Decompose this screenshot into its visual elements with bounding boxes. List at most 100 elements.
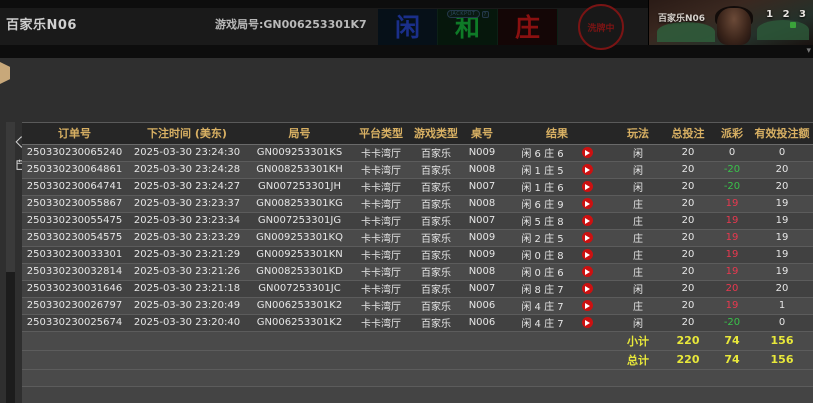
- cell-valid-bet: 20: [752, 280, 812, 298]
- table-row[interactable]: 250330230032814 2025-03-30 23:21:26 GN0082…: [22, 263, 813, 281]
- table-row[interactable]: 250330230065240 2025-03-30 23:24:30 GN0092…: [22, 144, 813, 162]
- cell-table-no: N008: [462, 263, 502, 281]
- records-table: 订单号 下注时间 (美东) 局号 平台类型 游戏类型 桌号 结果 玩法 总投注 …: [22, 123, 813, 387]
- play-replay-icon[interactable]: [581, 283, 593, 294]
- cell-result: 闲 0 庄 8: [502, 246, 612, 264]
- col-bet-time[interactable]: 下注时间 (美东): [127, 123, 247, 145]
- result-text: 闲 5 庄 8: [521, 217, 564, 228]
- sidebar-collapse-handle[interactable]: [0, 62, 10, 84]
- col-total-bet[interactable]: 总投注: [664, 123, 712, 145]
- shuffle-status-label: 洗牌中: [587, 23, 615, 34]
- cell-round-no: GN009253301KQ: [247, 229, 352, 247]
- cell-platform: 卡卡湾厅: [352, 229, 410, 247]
- cell-table-no: N006: [462, 314, 502, 332]
- game-round-label: 游戏局号:: [215, 18, 264, 31]
- summary-spacer: [247, 331, 352, 351]
- play-replay-icon[interactable]: [581, 300, 593, 311]
- cell-bet-time: 2025-03-30 23:21:26: [127, 263, 247, 281]
- result-text: 闲 1 庄 6: [521, 183, 564, 194]
- cell-total-bet: 20: [664, 246, 712, 264]
- play-replay-icon[interactable]: [581, 181, 593, 192]
- table-row[interactable]: 250330230055867 2025-03-30 23:23:37 GN0082…: [22, 195, 813, 213]
- cell-play: 闲: [612, 161, 664, 179]
- cell-payout: -20: [712, 161, 752, 179]
- table-row[interactable]: 250330230033301 2025-03-30 23:21:29 GN0092…: [22, 246, 813, 264]
- table-row[interactable]: 250330230026797 2025-03-30 23:20:49 GN0062…: [22, 297, 813, 315]
- play-replay-icon[interactable]: [581, 249, 593, 260]
- bet-zone-banker-label: 庄: [514, 12, 540, 42]
- result-text: 闲 6 庄 6: [521, 149, 564, 160]
- play-replay-icon[interactable]: [581, 232, 593, 243]
- table-row[interactable]: 250330230055475 2025-03-30 23:23:34 GN0072…: [22, 212, 813, 230]
- play-replay-icon[interactable]: [581, 215, 593, 226]
- col-order-no[interactable]: 订单号: [22, 123, 127, 145]
- video-dealer-figure: [717, 8, 751, 45]
- cell-play: 庄: [612, 246, 664, 264]
- col-result[interactable]: 结果: [502, 123, 612, 145]
- play-replay-icon[interactable]: [581, 147, 593, 158]
- table-row[interactable]: 250330230064741 2025-03-30 23:24:27 GN0072…: [22, 178, 813, 196]
- result-text: 闲 2 庄 5: [521, 234, 564, 245]
- col-table-no[interactable]: 桌号: [462, 123, 502, 145]
- cell-order-no: 250330230054575: [22, 229, 127, 247]
- jackpot-help-icon[interactable]: ?: [481, 10, 489, 18]
- summary-row: 小计 220 74 156: [22, 331, 813, 351]
- cell-play: 闲: [612, 178, 664, 196]
- bet-zone-player[interactable]: 闲: [378, 9, 438, 45]
- blank-cell: [410, 369, 462, 387]
- cell-total-bet: 20: [664, 314, 712, 332]
- bet-zone-player-label: 闲: [394, 12, 420, 42]
- summary-spacer: [410, 350, 462, 370]
- summary-spacer: [462, 331, 502, 351]
- result-text: 闲 0 庄 6: [521, 268, 564, 279]
- cell-table-no: N008: [462, 161, 502, 179]
- jackpot-label: JACKPOT: [446, 10, 480, 18]
- cell-platform: 卡卡湾厅: [352, 144, 410, 162]
- video-table-felt-secondary: [757, 20, 809, 40]
- col-play[interactable]: 玩法: [612, 123, 664, 145]
- table-row[interactable]: 250330230031646 2025-03-30 23:21:18 GN0072…: [22, 280, 813, 298]
- cell-bet-time: 2025-03-30 23:24:27: [127, 178, 247, 196]
- cell-total-bet: 20: [664, 212, 712, 230]
- cell-total-bet: 20: [664, 229, 712, 247]
- cell-valid-bet: 1: [752, 297, 812, 315]
- play-replay-icon[interactable]: [581, 164, 593, 175]
- bet-zone-tie[interactable]: JACKPOT ? 和: [438, 9, 498, 45]
- live-video-thumbnail[interactable]: 百家乐N06 1 2 3: [648, 0, 813, 45]
- cell-round-no: GN007253301JG: [247, 212, 352, 230]
- header-collapse-icon[interactable]: ▾: [806, 46, 811, 56]
- table-row[interactable]: 250330230064861 2025-03-30 23:24:28 GN0082…: [22, 161, 813, 179]
- play-replay-icon[interactable]: [581, 266, 593, 277]
- game-round-display: 游戏局号:GN006253301K7: [215, 16, 367, 32]
- play-replay-icon[interactable]: [581, 198, 593, 209]
- result-text: 闲 6 庄 9: [521, 200, 564, 211]
- cell-order-no: 250330230025674: [22, 314, 127, 332]
- col-game-type[interactable]: 游戏类型: [410, 123, 462, 145]
- cell-bet-time: 2025-03-30 23:24:28: [127, 161, 247, 179]
- blank-cell: [462, 369, 502, 387]
- col-valid-bet[interactable]: 有效投注额: [752, 123, 812, 145]
- col-round-no[interactable]: 局号: [247, 123, 352, 145]
- summary-total-bet: 220: [664, 331, 712, 351]
- play-replay-icon[interactable]: [581, 317, 593, 328]
- cell-game-type: 百家乐: [410, 263, 462, 281]
- summary-spacer: [502, 331, 612, 351]
- cell-order-no: 250330230055867: [22, 195, 127, 213]
- blank-cell: [352, 369, 410, 387]
- cell-order-no: 250330230033301: [22, 246, 127, 264]
- table-row[interactable]: 250330230025674 2025-03-30 23:20:40 GN0062…: [22, 314, 813, 332]
- table-row[interactable]: 250330230054575 2025-03-30 23:23:29 GN0092…: [22, 229, 813, 247]
- cell-game-type: 百家乐: [410, 280, 462, 298]
- records-table-header-row: 订单号 下注时间 (美东) 局号 平台类型 游戏类型 桌号 结果 玩法 总投注 …: [22, 123, 813, 145]
- cell-bet-time: 2025-03-30 23:20:49: [127, 297, 247, 315]
- cell-table-no: N007: [462, 212, 502, 230]
- vertical-scrollbar-thumb[interactable]: [6, 122, 15, 272]
- cell-play: 庄: [612, 229, 664, 247]
- cell-play: 庄: [612, 212, 664, 230]
- jackpot-badge: JACKPOT ?: [446, 10, 489, 18]
- cell-platform: 卡卡湾厅: [352, 280, 410, 298]
- col-platform[interactable]: 平台类型: [352, 123, 410, 145]
- col-payout[interactable]: 派彩: [712, 123, 752, 145]
- cell-play: 闲: [612, 280, 664, 298]
- bet-zone-banker[interactable]: 庄: [498, 9, 558, 45]
